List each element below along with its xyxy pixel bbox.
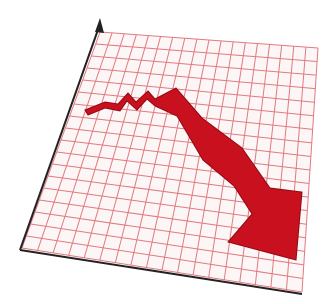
page: (() => { const svg = document.getElement… (0, 0, 330, 304)
falling-graph-illustration (0, 0, 330, 304)
